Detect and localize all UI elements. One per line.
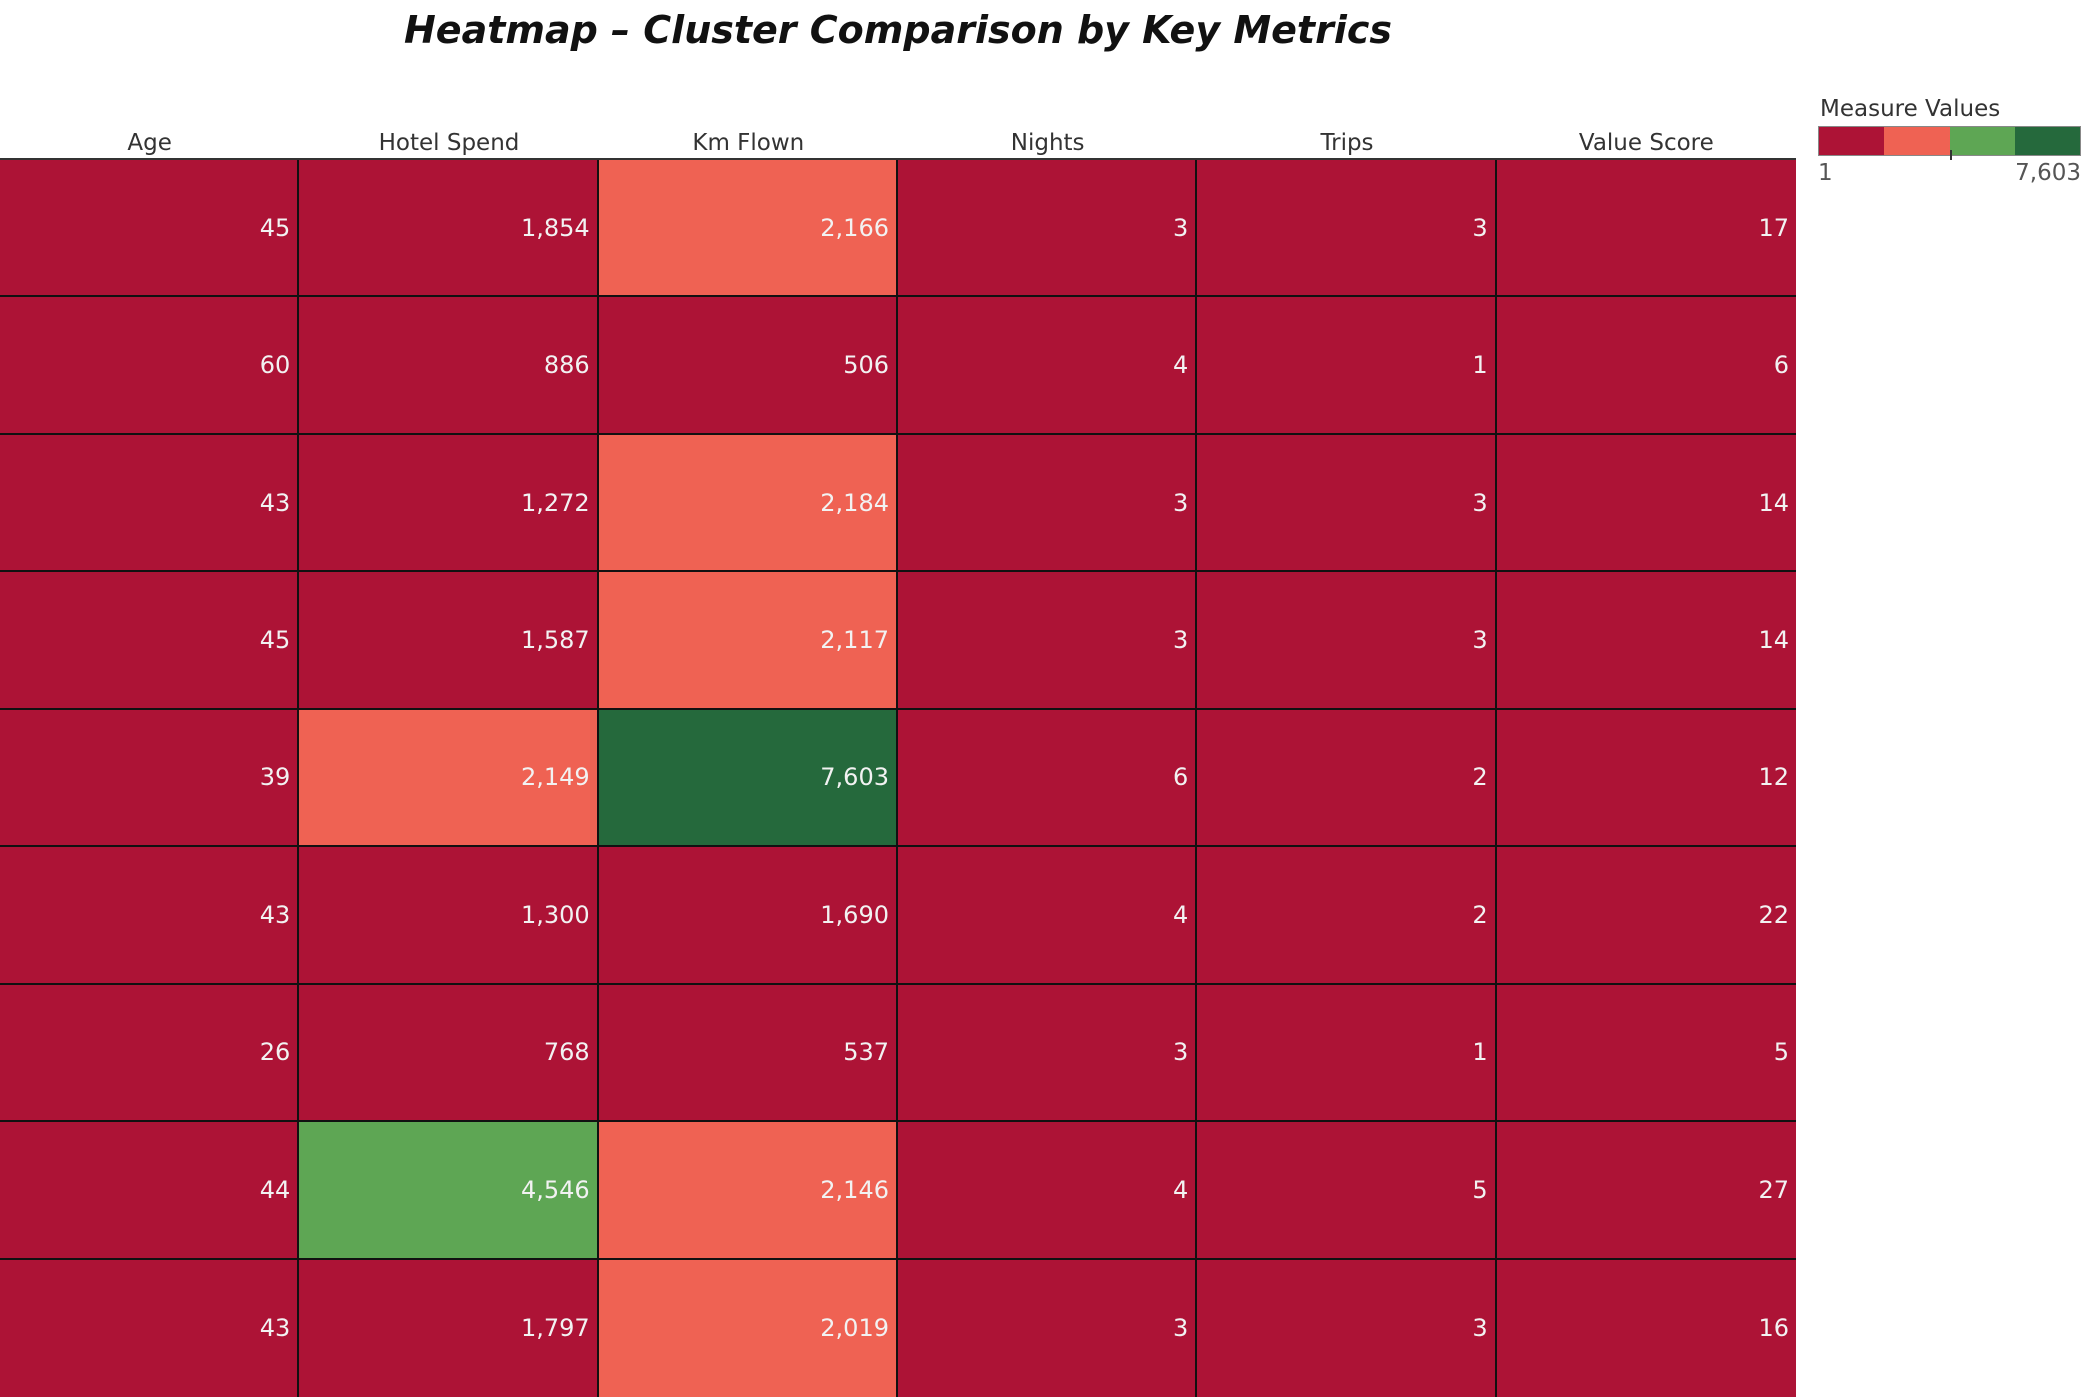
heatmap-cell: 27 [1496,1122,1796,1260]
heatmap-cell: 3 [898,984,1198,1123]
heatmap-cell: 537 [598,984,898,1123]
heatmap-cell: 886 [299,297,599,435]
heatmap-cell: 2,149 [299,709,599,848]
heatmap-cell: 3 [1197,572,1497,710]
legend-swatch [2014,127,2080,155]
legend-max-label: 7,603 [2015,160,2081,186]
heatmap-cell: 2,166 [598,160,898,298]
heatmap-cell: 14 [1496,434,1796,573]
column-header: Hotel Spend [299,120,599,160]
heatmap-cell: 45 [0,572,300,710]
heatmap-cell: 43 [0,434,300,573]
heatmap-cell: 1,300 [299,847,599,985]
heatmap-cell: 3 [1197,434,1497,573]
heatmap-cell: 14 [1496,572,1796,710]
heatmap-cell: 1 [1197,984,1497,1123]
heatmap-cell: 5 [1496,984,1796,1123]
heatmap-cell: 5 [1197,1122,1497,1260]
heatmap-cell: 1,797 [299,1259,599,1397]
heatmap-cell: 7,603 [598,709,898,848]
heatmap-cell: 60 [0,297,300,435]
legend-swatch [1949,127,2015,155]
heatmap-cell: 2,019 [598,1259,898,1397]
heatmap-cell: 1,272 [299,434,599,573]
legend-tick [1949,150,1952,160]
column-header: Km Flown [598,120,898,160]
heatmap-grid: Age Hotel Spend Km Flown Nights Trips Value S… [0,120,1796,1397]
column-header: Value Score [1496,120,1796,160]
heatmap-cell: 6 [898,709,1198,848]
column-header: Nights [898,120,1198,160]
heatmap-cell: 16 [1496,1259,1796,1397]
heatmap-cell: 1,587 [299,572,599,710]
heatmap-cell: 1 [1197,297,1497,435]
chart-title: Heatmap – Cluster Comparison by Key Metr… [404,8,1392,52]
heatmap-cell: 43 [0,847,300,985]
heatmap-cell: 768 [299,984,599,1123]
heatmap-cell: 2,117 [598,572,898,710]
heatmap-cell: 12 [1496,709,1796,848]
heatmap-cell: 4 [898,1122,1198,1260]
legend-color-bar [1818,126,2081,160]
heatmap-cell: 39 [0,709,300,848]
heatmap-cell: 1,690 [598,847,898,985]
heatmap-cell: 26 [0,984,300,1123]
heatmap-cell: 45 [0,160,300,298]
heatmap-cell: 2,146 [598,1122,898,1260]
heatmap-cell: 44 [0,1122,300,1260]
legend-min-label: 1 [1818,160,1833,186]
heatmap-cell: 4 [898,847,1198,985]
legend-labels: 1 7,603 [1818,160,2081,186]
heatmap-cell: 2,184 [598,434,898,573]
heatmap-cell: 3 [898,572,1198,710]
legend-title: Measure Values [1820,96,2001,122]
column-header: Age [0,120,300,160]
color-legend: Measure Values 1 7,603 [1818,96,2094,186]
heatmap-cell: 3 [898,1259,1198,1397]
heatmap-cell: 2 [1197,709,1497,848]
legend-swatch [1819,127,1885,155]
legend-swatch [1884,127,1950,155]
heatmap-cell: 4,546 [299,1122,599,1260]
heatmap-cell: 2 [1197,847,1497,985]
heatmap-cell: 3 [1197,160,1497,298]
heatmap-cell: 43 [0,1259,300,1397]
heatmap-cell: 1,854 [299,160,599,298]
heatmap-cell: 4 [898,297,1198,435]
heatmap-cell: 22 [1496,847,1796,985]
heatmap-cell: 3 [1197,1259,1497,1397]
heatmap-cell: 6 [1496,297,1796,435]
heatmap-cell: 17 [1496,160,1796,298]
column-header: Trips [1197,120,1497,160]
heatmap-cell: 3 [898,434,1198,573]
heatmap-cell: 506 [598,297,898,435]
heatmap-cell: 3 [898,160,1198,298]
